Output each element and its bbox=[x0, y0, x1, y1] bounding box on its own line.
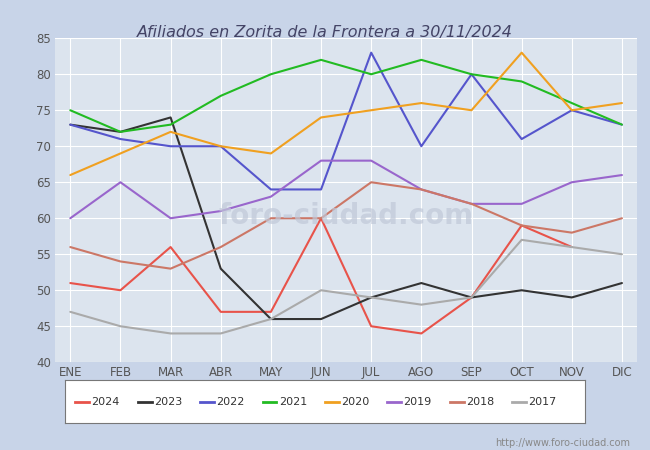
Text: 2023: 2023 bbox=[154, 396, 182, 407]
Text: 2021: 2021 bbox=[279, 396, 307, 407]
Text: 2017: 2017 bbox=[528, 396, 556, 407]
Text: 2020: 2020 bbox=[341, 396, 369, 407]
Text: 2019: 2019 bbox=[404, 396, 432, 407]
Text: Afiliados en Zorita de la Frontera a 30/11/2024: Afiliados en Zorita de la Frontera a 30/… bbox=[137, 25, 513, 40]
Text: 2022: 2022 bbox=[216, 396, 245, 407]
Text: 2024: 2024 bbox=[92, 396, 120, 407]
Text: http://www.foro-ciudad.com: http://www.foro-ciudad.com bbox=[495, 438, 630, 448]
Text: 2018: 2018 bbox=[466, 396, 494, 407]
Text: foro-ciudad.com: foro-ciudad.com bbox=[218, 202, 474, 230]
